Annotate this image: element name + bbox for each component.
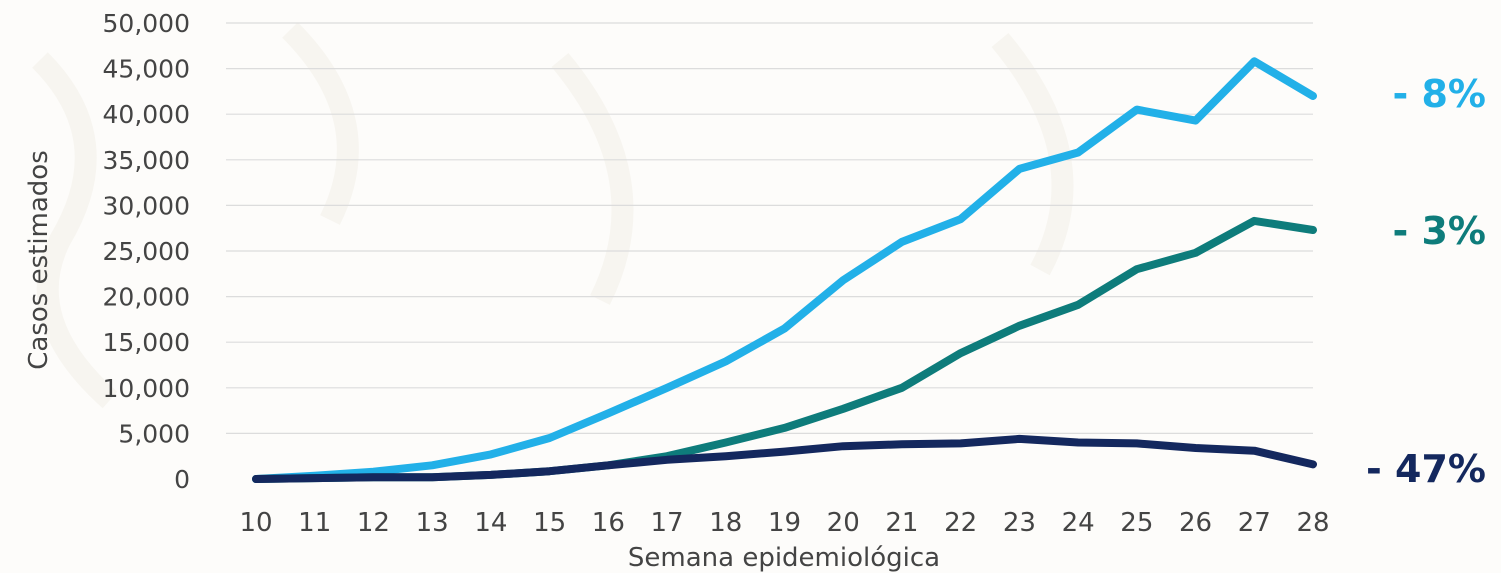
x-tick-label: 14 — [474, 508, 507, 538]
x-tick-label: 19 — [768, 508, 801, 538]
x-tick-label: 18 — [709, 508, 742, 538]
x-tick-label: 11 — [298, 508, 331, 538]
y-axis-label: Casos estimados — [24, 150, 54, 370]
y-tick-label: 20,000 — [103, 283, 190, 312]
x-tick-label: 15 — [533, 508, 566, 538]
background-watermark — [32, 22, 1074, 409]
x-tick-label: 23 — [1003, 508, 1036, 538]
series-line-3 — [252, 434, 1317, 483]
gridlines — [226, 22, 1313, 434]
x-axis-label: Semana epidemiológica — [628, 543, 940, 573]
y-axis: 0 5,000 10,000 15,000 20,000 25,000 30,000 35,0… — [103, 9, 190, 494]
y-tick-label: 10,000 — [103, 374, 190, 403]
end-label-1: - 8% — [1392, 72, 1486, 116]
x-tick-label: 25 — [1120, 508, 1153, 538]
x-tick-label: 16 — [592, 508, 625, 538]
x-tick-label: 27 — [1238, 508, 1271, 538]
x-tick-label: 22 — [944, 508, 977, 538]
x-tick-label: 10 — [239, 508, 272, 538]
x-tick-label: 17 — [651, 508, 684, 538]
x-tick-label: 13 — [416, 508, 449, 538]
y-tick-label: 30,000 — [103, 191, 190, 220]
y-tick-label: 45,000 — [103, 55, 190, 84]
y-tick-label: 5,000 — [118, 419, 190, 448]
end-label-3: - 47% — [1366, 447, 1486, 491]
y-tick-label: 35,000 — [103, 146, 190, 175]
y-tick-label: 50,000 — [103, 9, 190, 38]
x-tick-label: 24 — [1062, 508, 1095, 538]
x-tick-label: 20 — [827, 508, 860, 538]
series-group — [252, 57, 1317, 483]
x-axis: 10 11 12 13 14 15 16 17 18 19 20 21 22 23 24 25 26 27 28 — [239, 508, 1329, 538]
x-tick-label: 26 — [1179, 508, 1212, 538]
end-label-2: - 3% — [1392, 209, 1486, 253]
series-line-1 — [252, 57, 1317, 483]
y-tick-label: 25,000 — [103, 237, 190, 266]
series-line-2 — [252, 216, 1317, 483]
y-tick-label: 40,000 — [103, 100, 190, 129]
x-tick-label: 21 — [885, 508, 918, 538]
y-tick-label: 15,000 — [103, 328, 190, 357]
x-tick-label: 12 — [357, 508, 390, 538]
end-labels: - 8% - 3% - 47% — [1366, 72, 1486, 491]
x-tick-label: 28 — [1296, 508, 1329, 538]
y-tick-label: 0 — [174, 465, 190, 494]
